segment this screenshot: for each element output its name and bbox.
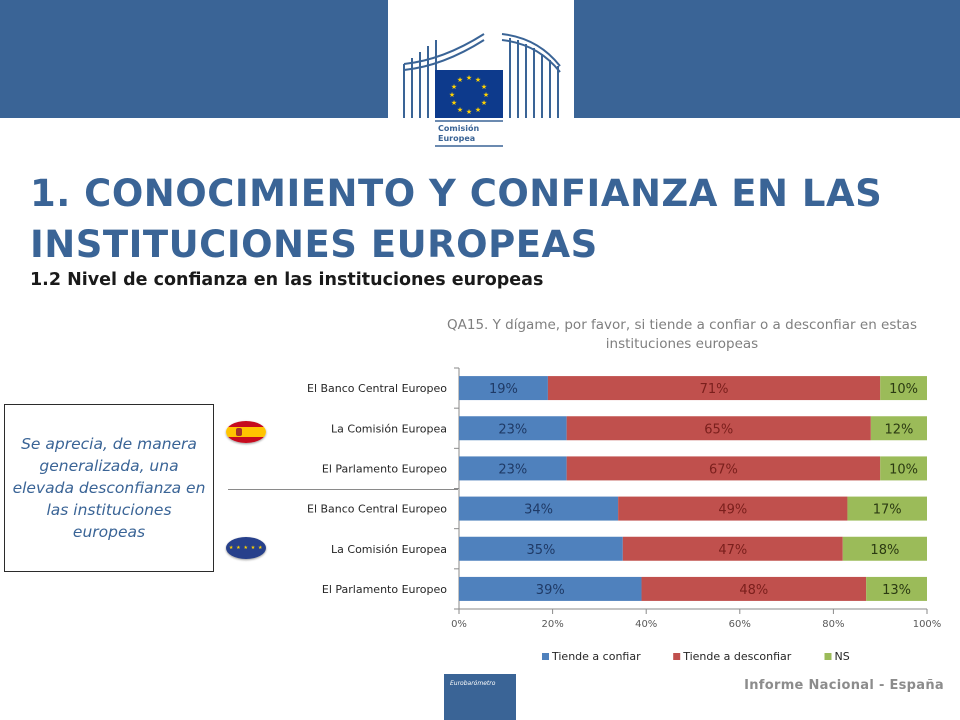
bar-segment — [641, 576, 867, 601]
bar-segment — [618, 496, 848, 521]
chart-title: QA15. Y dígame, por favor, si tiende a c… — [447, 317, 917, 352]
data-label: 34% — [524, 503, 553, 518]
data-label: 48% — [739, 583, 768, 598]
category-label: El Parlamento Europeo — [322, 583, 447, 596]
bar-segment — [459, 456, 567, 481]
bar-segment — [880, 456, 927, 481]
x-tick-label: 40% — [635, 619, 657, 630]
data-label: 19% — [489, 382, 518, 397]
group-separator — [228, 489, 458, 490]
legend-label: Tiende a confiar — [551, 650, 641, 663]
bar-segment — [880, 376, 927, 401]
data-label: 47% — [718, 543, 747, 558]
data-label: 35% — [526, 543, 555, 558]
category-label: El Banco Central Europeo — [307, 503, 447, 516]
eu-flag-icon: ★ ★ ★ ★ ★ ★ — [226, 537, 266, 559]
x-tick-label: 100% — [913, 619, 942, 630]
data-label: 10% — [889, 462, 918, 477]
commission-building-icon: ★ ★★ ★★★ ★★★ ★★★ Comisión Europea — [403, 33, 561, 147]
svg-text:★: ★ — [451, 83, 457, 91]
data-label: 71% — [700, 382, 729, 397]
x-tick-label: 20% — [541, 619, 563, 630]
svg-text:★: ★ — [481, 99, 487, 107]
page-subtitle: 1.2 Nivel de confianza en las institucio… — [30, 270, 544, 290]
data-label: 13% — [882, 583, 911, 598]
legend-swatch — [824, 653, 832, 660]
svg-text:★: ★ — [466, 74, 472, 82]
legend-swatch — [542, 653, 549, 660]
svg-text:★: ★ — [451, 99, 457, 107]
data-label: 23% — [498, 462, 527, 477]
bar-segment — [566, 416, 871, 441]
svg-text:★: ★ — [457, 106, 463, 114]
data-label: 12% — [884, 422, 913, 437]
callout-box: Se aprecia, de manera generalizada, una … — [4, 404, 214, 572]
data-label: 10% — [889, 382, 918, 397]
category-label: La Comisión Europea — [331, 543, 447, 556]
european-commission-logo: ★ ★ ★ ★ ★ ★ ★ ★ ★ ★ ★ ★ Comisión Europea — [388, 0, 574, 160]
data-label: 67% — [709, 462, 738, 477]
bar-segment — [866, 576, 927, 601]
svg-text:★: ★ — [475, 106, 481, 114]
logo-text-line1: Comisión — [438, 123, 479, 133]
x-tick-label: 60% — [729, 619, 751, 630]
logo-text-line2: Europea — [438, 134, 475, 143]
bar-segment — [459, 376, 548, 401]
footer-text: Informe Nacional - España — [744, 678, 944, 693]
legend-label: Tiende a desconfiar — [682, 650, 792, 663]
svg-text:★: ★ — [483, 91, 489, 99]
page-title: 1. CONOCIMIENTO Y CONFIANZA EN LAS INSTI… — [30, 172, 883, 266]
svg-text:★: ★ — [481, 83, 487, 91]
spain-flag-icon — [226, 421, 266, 443]
bar-segment — [842, 536, 927, 561]
svg-text:★: ★ — [466, 108, 472, 116]
data-label: 49% — [718, 503, 747, 518]
bar-segment — [870, 416, 927, 441]
bar-segment — [459, 576, 642, 601]
bar-segment — [566, 456, 881, 481]
bar-segment — [622, 536, 843, 561]
bar-segment — [459, 536, 623, 561]
badge-text: Eurobarómetro — [450, 680, 496, 687]
data-label: 39% — [536, 583, 565, 598]
svg-text:★: ★ — [449, 91, 455, 99]
data-label: 17% — [873, 503, 902, 518]
eurobarometro-badge: Eurobarómetro — [444, 674, 516, 720]
category-label: La Comisión Europea — [331, 422, 447, 435]
data-label: 18% — [870, 543, 899, 558]
category-label: El Banco Central Europeo — [307, 382, 447, 395]
bar-segment — [547, 376, 881, 401]
bar-segment — [459, 416, 567, 441]
svg-text:★: ★ — [457, 76, 463, 84]
data-label: 23% — [498, 422, 527, 437]
legend-swatch — [673, 653, 681, 660]
data-label: 65% — [704, 422, 733, 437]
bar-segment — [459, 496, 619, 521]
legend-label: NS — [835, 650, 850, 663]
svg-text:★: ★ — [475, 76, 481, 84]
x-tick-label: 80% — [822, 619, 844, 630]
bar-segment — [847, 496, 927, 521]
callout-text: Se aprecia, de manera generalizada, una … — [12, 435, 206, 541]
category-label: El Parlamento Europeo — [322, 462, 447, 475]
x-tick-label: 0% — [451, 619, 467, 630]
